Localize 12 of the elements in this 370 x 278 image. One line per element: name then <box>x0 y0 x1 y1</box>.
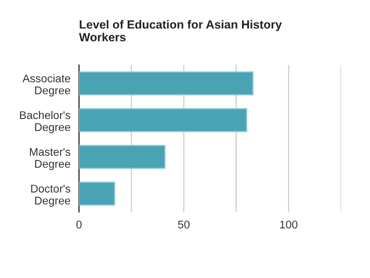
y-tick-label: Associate Degree <box>22 74 70 96</box>
y-tick-label: Doctor's Degree <box>31 184 70 207</box>
chart-title: Level of Education for Asian History Workers <box>79 20 282 42</box>
y-tick-label: Bachelor's Degree <box>20 110 70 134</box>
bar <box>79 144 166 169</box>
x-tick-label: 0 <box>76 220 82 228</box>
x-tick-label: 50 <box>178 220 190 228</box>
bar <box>79 71 254 96</box>
x-tick-label: 100 <box>280 220 298 228</box>
bar <box>79 108 248 132</box>
bar <box>79 182 116 206</box>
y-tick-label: Master's Degree <box>30 148 70 170</box>
